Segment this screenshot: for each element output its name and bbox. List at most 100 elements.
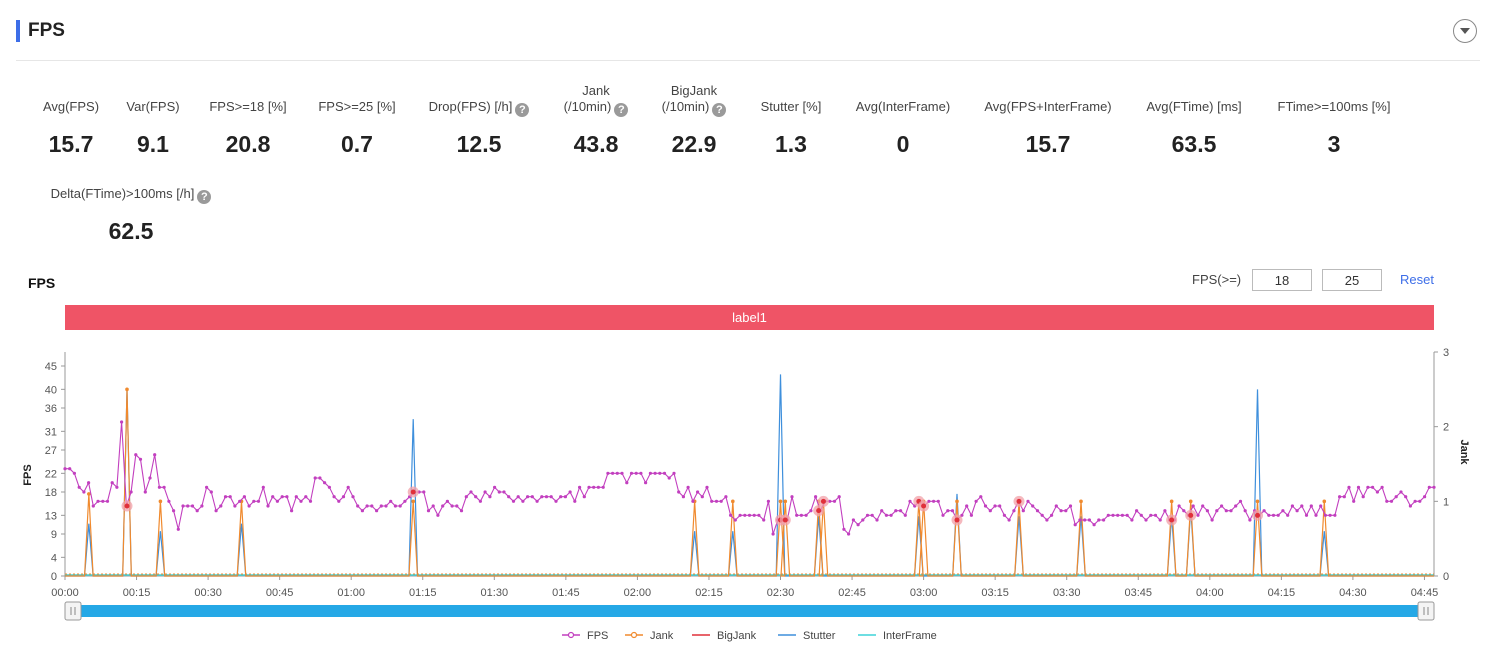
metric-label: FPS>=25 [%] xyxy=(318,99,396,114)
fps-point xyxy=(1408,504,1412,508)
legend-label[interactable]: Jank xyxy=(650,630,674,642)
fps-point xyxy=(1021,509,1025,513)
metric-2: FPS>=18 [%] 20.8 xyxy=(158,99,338,161)
fps-point xyxy=(1276,513,1280,517)
legend-label[interactable]: BigJank xyxy=(717,630,757,642)
question-circle-icon[interactable]: ? xyxy=(197,190,212,204)
legend-swatch-marker xyxy=(567,631,575,639)
legend-label[interactable]: Stutter xyxy=(803,630,836,642)
fps-point xyxy=(644,481,648,485)
y-left-tick-label: 4 xyxy=(51,552,57,564)
y-left-axis-title: FPS xyxy=(22,464,34,485)
fps-point xyxy=(247,504,251,508)
fps-point xyxy=(932,499,936,503)
range-slider-left-handle[interactable] xyxy=(64,601,82,621)
legend-label[interactable]: InterFrame xyxy=(883,630,937,642)
fps-point xyxy=(426,509,431,513)
fps-point xyxy=(488,495,492,499)
question-circle-icon[interactable]: ? xyxy=(614,103,629,117)
metric-label: Stutter [%] xyxy=(760,99,822,114)
fps-point xyxy=(979,495,983,499)
y-right-tick-label: 2 xyxy=(1443,422,1449,434)
bigjank-marker xyxy=(124,503,130,509)
x-tick-label: 00:45 xyxy=(266,587,294,599)
fps-point xyxy=(190,504,195,508)
legend-label[interactable]: FPS xyxy=(587,630,608,642)
metric-value: 43.8 xyxy=(573,131,619,157)
fps-point xyxy=(762,518,766,522)
fps-point xyxy=(327,485,331,489)
x-tick-label: 04:15 xyxy=(1268,587,1296,599)
metric-label: Avg(FPS) xyxy=(42,99,100,114)
fps-point xyxy=(950,509,955,513)
fps-point xyxy=(332,495,336,499)
x-tick-label: 02:30 xyxy=(767,587,795,599)
metric-label: Var(FPS) xyxy=(126,99,180,114)
collapse-chevron-icon[interactable] xyxy=(1453,19,1477,43)
fps-point xyxy=(851,518,856,522)
bigjank-marker xyxy=(1255,512,1261,518)
fps-point xyxy=(1068,504,1073,508)
fps-point xyxy=(1158,518,1162,522)
fps-point xyxy=(1338,495,1342,499)
fps-point xyxy=(729,513,733,517)
fps-point xyxy=(252,499,256,503)
fps-point xyxy=(615,471,619,475)
fps-point xyxy=(861,518,865,522)
fps-point xyxy=(1356,485,1361,489)
fps-point xyxy=(795,513,799,517)
jank-point xyxy=(1255,499,1260,504)
fps-point xyxy=(1309,504,1313,508)
fps-point xyxy=(219,504,223,508)
x-tick-label: 03:00 xyxy=(910,587,938,599)
fps-point xyxy=(927,499,931,503)
reset-link[interactable]: Reset xyxy=(1400,272,1434,287)
fps-min-input[interactable] xyxy=(1252,269,1312,291)
x-tick-label: 01:15 xyxy=(409,587,437,599)
metric-value: 0 xyxy=(896,131,910,157)
metric-label: BigJank xyxy=(670,83,718,98)
fps-point xyxy=(1073,523,1077,527)
fps-point xyxy=(1002,513,1007,517)
fps-point xyxy=(1267,513,1271,517)
fps-point xyxy=(1234,504,1238,508)
fps-point xyxy=(639,471,643,475)
fps-point xyxy=(214,509,218,513)
fps-point xyxy=(299,499,303,503)
fps-point xyxy=(1012,509,1016,513)
fps-point xyxy=(502,490,506,494)
fps-point xyxy=(884,513,889,517)
fps-point xyxy=(620,471,624,475)
fps-point xyxy=(341,495,346,499)
fps-point xyxy=(559,495,563,499)
fps-max-input[interactable] xyxy=(1322,269,1382,291)
fps-point xyxy=(1432,485,1436,489)
fps-point xyxy=(1210,518,1214,522)
fps-point xyxy=(625,481,629,485)
fps-point xyxy=(403,499,407,503)
fps-point xyxy=(743,513,747,517)
fps-point xyxy=(738,513,742,517)
label-band: label1 xyxy=(65,305,1434,330)
bigjank-marker xyxy=(954,517,960,523)
fps-point xyxy=(771,532,775,536)
metric-label: Delta(FTime)>100ms [/h] xyxy=(50,186,195,201)
fps-point xyxy=(832,499,837,503)
metric-value: 12.5 xyxy=(456,131,502,157)
fps-point xyxy=(105,499,110,503)
fps-point xyxy=(507,495,511,499)
range-slider-right-handle[interactable] xyxy=(1417,601,1435,621)
metric-label-line2: (/10min) xyxy=(563,99,612,114)
fps-point xyxy=(223,495,228,499)
fps-point xyxy=(936,499,940,503)
question-circle-icon[interactable]: ? xyxy=(712,103,727,117)
fps-point xyxy=(587,485,591,489)
fps-point xyxy=(200,504,204,508)
fps-point xyxy=(899,509,903,513)
fps-point xyxy=(974,499,978,503)
fps-point xyxy=(1106,513,1110,517)
question-circle-icon[interactable]: ? xyxy=(515,103,530,117)
fps-point xyxy=(724,495,728,499)
x-tick-label: 01:30 xyxy=(481,587,509,599)
bigjank-marker xyxy=(782,517,788,523)
